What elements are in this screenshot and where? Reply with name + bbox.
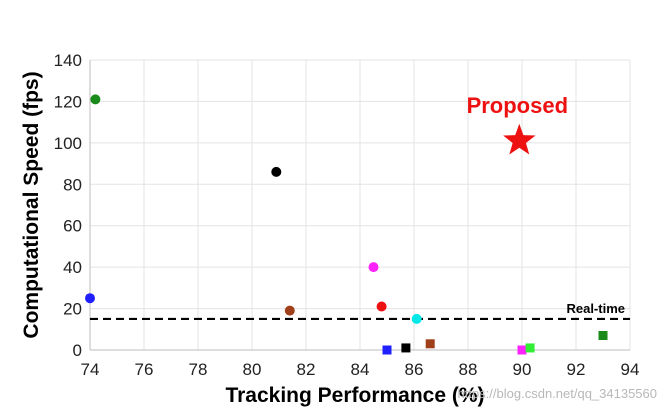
x-tick-label-84: 84 (351, 360, 370, 379)
x-tick-label-82: 82 (297, 360, 316, 379)
y-axis-title: Computational Speed (fps) (20, 71, 43, 338)
x-tick-label-92: 92 (567, 360, 586, 379)
x-tick-label-94: 94 (621, 360, 640, 379)
x-tick-label-88: 88 (459, 360, 478, 379)
x-tick-label-80: 80 (243, 360, 262, 379)
x-tick-label-78: 78 (189, 360, 208, 379)
highlight-label: Proposed (467, 93, 568, 118)
reference-line-group: Real-time (90, 301, 630, 321)
y-tick-label-0: 0 (73, 341, 82, 360)
x-tick-label-76: 76 (135, 360, 154, 379)
y-tick-label-60: 60 (63, 217, 82, 236)
data-point-square-8 (401, 343, 411, 353)
x-tick-label-90: 90 (513, 360, 532, 379)
y-tick-label-80: 80 (63, 175, 82, 194)
data-point-square-12 (598, 331, 608, 340)
data-point-square-7 (382, 345, 392, 355)
x-tick-label-86: 86 (405, 360, 424, 379)
data-point-circle-0 (90, 94, 101, 105)
data-point-circle-6 (411, 313, 422, 324)
y-tick-label-40: 40 (63, 258, 82, 277)
x-tick-label-74: 74 (81, 360, 100, 379)
highlight-star (503, 123, 536, 155)
y-tick-label-100: 100 (54, 134, 82, 153)
data-point-square-9 (425, 339, 435, 349)
y-tick-label-140: 140 (54, 51, 82, 70)
watermark: https://blog.csdn.net/qq_34135560 (458, 386, 658, 401)
data-point-circle-5 (376, 301, 387, 312)
data-point-circle-2 (271, 166, 282, 177)
reference-line-label: Real-time (566, 301, 625, 316)
y-tick-label-20: 20 (63, 300, 82, 319)
data-point-circle-3 (284, 305, 295, 316)
data-points (85, 94, 608, 355)
labels: Proposed https://blog.csdn.net/qq_3413556… (458, 93, 658, 401)
data-point-circle-4 (368, 262, 379, 273)
y-tick-label-120: 120 (54, 92, 82, 111)
data-point-square-10 (517, 345, 527, 355)
data-point-circle-1 (85, 293, 95, 304)
axes: 74 76 78 80 82 84 86 88 90 92 94 0 20 40 60 80 100 120 140… (20, 51, 639, 407)
data-point-square-11 (525, 343, 535, 353)
x-axis-title: Tracking Performance (%) (225, 384, 484, 407)
